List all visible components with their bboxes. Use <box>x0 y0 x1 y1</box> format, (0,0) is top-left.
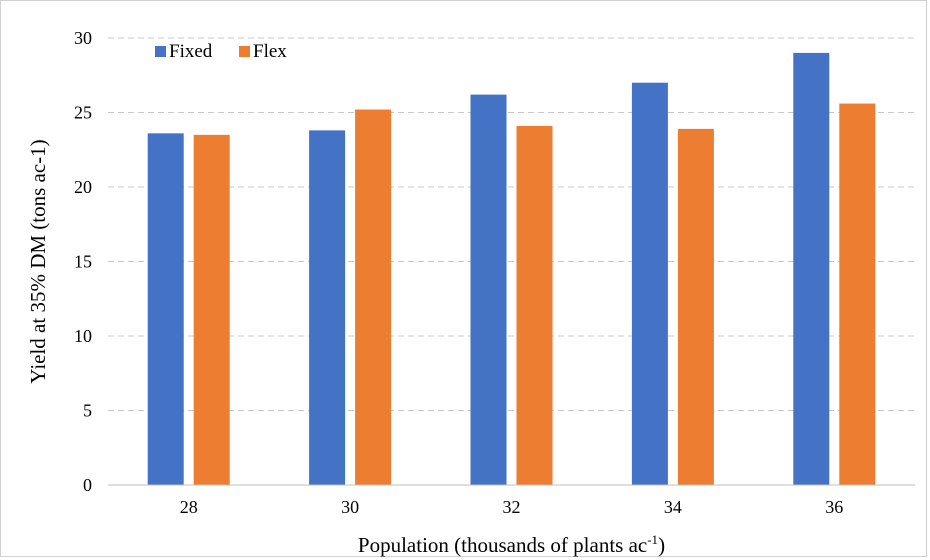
y-tick-label-5: 5 <box>83 401 92 421</box>
x-tick-label-36: 36 <box>825 497 843 517</box>
bar-fixed-34 <box>631 82 668 485</box>
legend-swatch-flex <box>239 46 250 57</box>
y-tick-label-20: 20 <box>74 177 92 197</box>
bar-flex-32 <box>516 125 553 485</box>
bars <box>147 52 876 486</box>
x-tick-label-34: 34 <box>664 497 682 517</box>
bar-fixed-36 <box>793 52 830 486</box>
legend-label-fixed: Fixed <box>169 41 213 62</box>
y-axis-title: Yield at 35% DM (tons ac-1) <box>26 139 50 383</box>
bar-flex-30 <box>355 109 392 486</box>
x-axis-title: Population (thousands of plants ac-1) <box>358 532 665 557</box>
legend-label-flex: Flex <box>253 41 287 62</box>
x-tick-labels: 28 30 32 34 36 <box>180 497 844 517</box>
legend-swatch-fixed <box>155 46 166 57</box>
bar-fixed-32 <box>470 94 507 486</box>
x-tick-label-28: 28 <box>180 497 198 517</box>
x-axis-title-superscript: -1 <box>647 532 658 547</box>
bar-flex-28 <box>193 134 230 485</box>
y-tick-label-25: 25 <box>74 103 92 123</box>
legend: Fixed Flex <box>155 41 287 62</box>
y-tick-label-15: 15 <box>74 252 92 272</box>
x-tick-label-30: 30 <box>341 497 359 517</box>
x-axis-title-main: Population (thousands of plants ac <box>358 533 647 557</box>
x-axis-title-close: ) <box>658 533 665 557</box>
gridlines <box>108 37 915 411</box>
bar-fixed-30 <box>309 130 346 485</box>
bar-flex-36 <box>839 103 876 485</box>
y-tick-label-0: 0 <box>83 475 92 495</box>
y-tick-label-10: 10 <box>74 326 92 346</box>
y-tick-label-30: 30 <box>74 28 92 48</box>
bar-fixed-28 <box>147 133 184 486</box>
x-tick-label-32: 32 <box>503 497 521 517</box>
bar-flex-34 <box>677 128 714 485</box>
y-tick-labels: 0 5 10 15 20 25 30 <box>74 28 92 495</box>
